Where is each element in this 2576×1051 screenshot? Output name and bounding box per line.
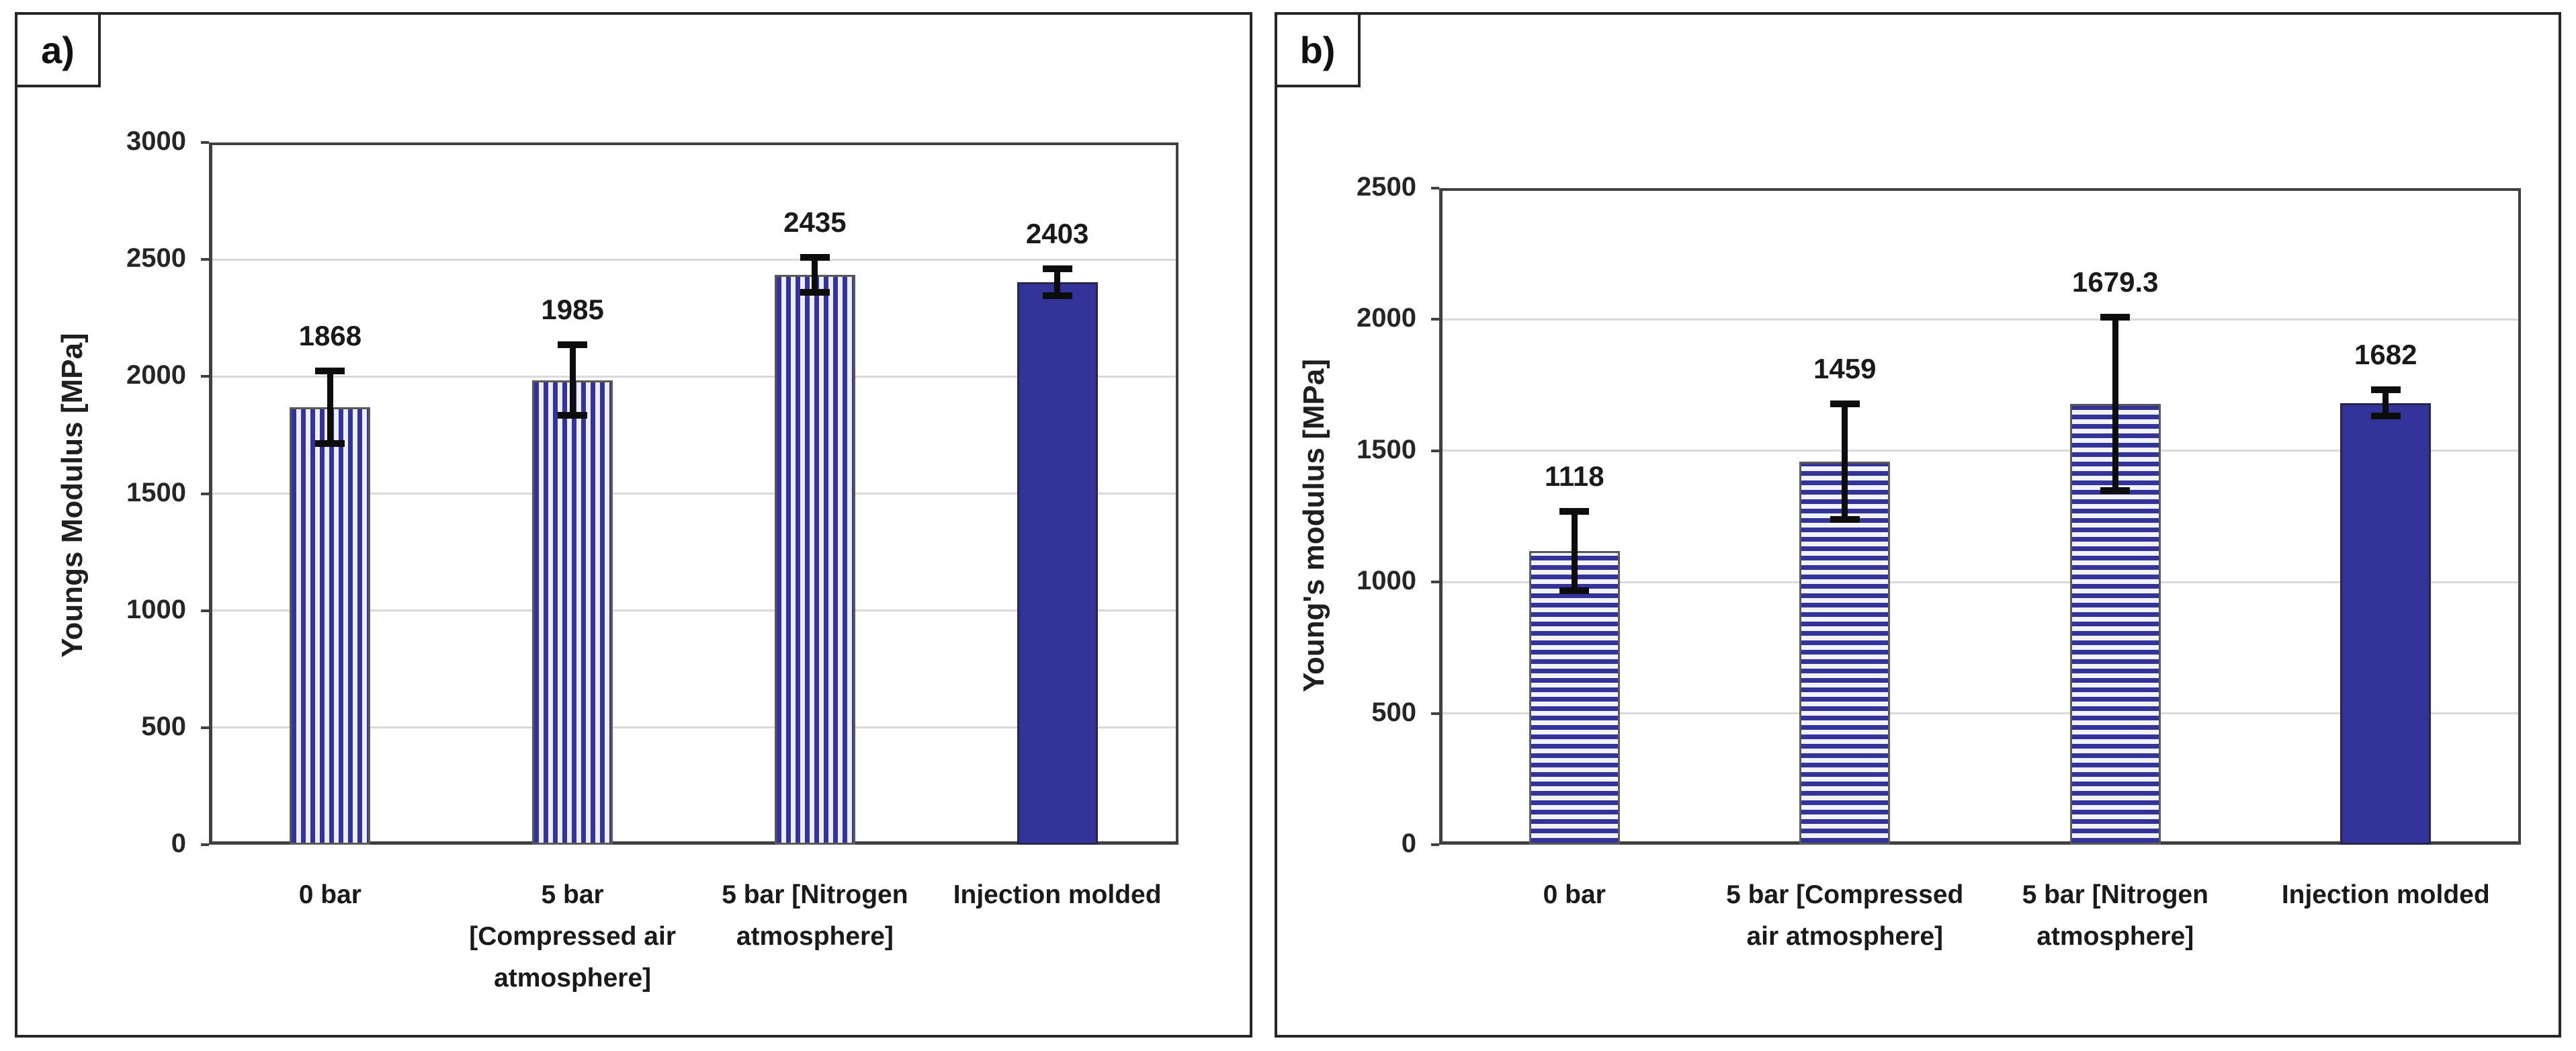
gridline [1439, 450, 2521, 452]
x-axis-line [209, 841, 1178, 845]
x-category-label-2: 5 bar [Nitrogen atmosphere] [722, 880, 908, 951]
y-tick-mark [1431, 318, 1439, 321]
error-bar-line-3 [1054, 268, 1061, 296]
y-tick-mark [201, 843, 209, 846]
x-category-label-1: 5 bar [Compressed air atmosphere] [1726, 880, 1964, 951]
error-bar-cap-top-2 [2100, 313, 2131, 321]
plot-frame-right [1176, 142, 1178, 845]
gridline [209, 375, 1178, 378]
y-tick-label: 3000 [126, 126, 186, 156]
y-tick-mark [201, 375, 209, 378]
y-tick-label: 2000 [1357, 303, 1416, 333]
bar-value-label-0: 1118 [1544, 460, 1604, 493]
y-tick-label: 0 [171, 829, 186, 858]
panel-a: a) Youngs Modulus [MPa] 1868 1985 2435 2403… [15, 12, 1252, 1038]
y-tick-mark [1431, 843, 1439, 846]
y-tick-mark [201, 141, 209, 144]
y-tick-label: 1000 [1357, 566, 1416, 596]
error-bar-cap-bottom-2 [2100, 487, 2131, 494]
plot-frame-top [209, 142, 1178, 145]
x-category-label-0: 0 bar [1543, 880, 1606, 909]
panel-label-b: b) [1299, 28, 1336, 71]
y-tick-mark [1431, 712, 1439, 715]
y-tick-label: 2500 [126, 243, 186, 274]
y-tick-mark [1431, 187, 1439, 190]
gridline [209, 726, 1178, 729]
x-category-label-2: 5 bar [Nitrogen atmosphere] [2022, 880, 2208, 951]
bar-3 [2340, 403, 2432, 845]
panel-label-a: a) [41, 28, 75, 71]
plot-frame-right [2518, 188, 2521, 845]
error-bar-cap-bottom-2 [800, 288, 830, 296]
y-tick-label: 1500 [1357, 434, 1416, 464]
x-axis-line [1439, 841, 2521, 845]
y-tick-mark [201, 726, 209, 729]
y-tick-label: 500 [141, 711, 186, 741]
y-tick-label: 2000 [126, 360, 186, 390]
bar-2 [774, 274, 855, 845]
bar-1 [532, 380, 613, 845]
bar-value-label-3: 1682 [2354, 339, 2417, 371]
gridline [209, 258, 1178, 261]
error-bar-cap-top-3 [2370, 386, 2401, 394]
x-category-label-0: 0 bar [298, 880, 361, 909]
bar-value-label-2: 2435 [783, 206, 847, 238]
error-bar-cap-top-2 [800, 253, 830, 261]
gridline [209, 493, 1178, 495]
plot-frame-top [1439, 188, 2521, 191]
error-bar-cap-bottom-0 [315, 440, 345, 448]
gridline [1439, 712, 2521, 715]
bar-1 [1799, 461, 1891, 845]
error-bar-cap-top-0 [315, 368, 345, 375]
error-bar-line-1 [1842, 403, 1848, 519]
panel-label-box-a: a) [15, 12, 101, 87]
bar-0 [290, 407, 371, 845]
error-bar-line-3 [2382, 390, 2389, 417]
error-bar-cap-bottom-3 [2370, 413, 2401, 420]
x-category-label-3: Injection molded [953, 880, 1162, 909]
error-bar-cap-bottom-1 [1830, 515, 1860, 523]
plot-area-b: 1118 1459 1679.3 1682 [1439, 188, 2521, 845]
error-bar-line-2 [2112, 317, 2118, 491]
y-axis-line [1439, 188, 1443, 845]
y-tick-mark [1431, 449, 1439, 452]
y-tick-mark [1431, 581, 1439, 584]
error-bar-cap-top-1 [558, 341, 588, 349]
bar-value-label-3: 2403 [1025, 217, 1089, 249]
gridline [1439, 581, 2521, 583]
y-tick-label: 2500 [1357, 172, 1416, 202]
y-tick-label: 0 [1401, 829, 1416, 858]
error-bar-line-1 [569, 345, 576, 415]
bar-value-label-0: 1868 [298, 320, 362, 352]
panel-b: b) Young's modulus [MPa] 1118 1459 1679.3 1… [1275, 12, 2561, 1038]
error-bar-cap-bottom-3 [1042, 292, 1072, 300]
bar-value-label-1: 1985 [541, 294, 604, 326]
error-bar-cap-top-3 [1042, 265, 1072, 272]
panel-label-box-b: b) [1275, 12, 1361, 87]
error-bar-cap-bottom-0 [1559, 587, 1590, 594]
y-axis-line [209, 142, 212, 845]
x-category-label-3: Injection molded [2281, 880, 2490, 909]
gridline [209, 609, 1178, 612]
gridline [1439, 318, 2521, 321]
error-bar-line-2 [812, 257, 818, 292]
bar-3 [1017, 282, 1098, 845]
x-category-label-1: 5 bar [Compressed air atmosphere] [469, 880, 677, 993]
y-tick-mark [201, 258, 209, 261]
bar-value-label-2: 1679.3 [2072, 265, 2159, 298]
error-bar-line-0 [327, 371, 333, 444]
y-tick-mark [201, 492, 209, 495]
y-tick-label: 500 [1371, 697, 1416, 727]
bar-value-label-1: 1459 [1813, 352, 1877, 384]
bar-0 [1529, 551, 1620, 845]
y-tick-label: 1500 [126, 477, 186, 507]
plot-area-a: 1868 1985 2435 2403 [209, 142, 1178, 845]
error-bar-cap-top-1 [1830, 400, 1860, 407]
y-tick-mark [201, 609, 209, 612]
error-bar-cap-top-0 [1559, 508, 1590, 515]
error-bar-cap-bottom-1 [558, 411, 588, 419]
y-tick-label: 1000 [126, 594, 186, 624]
error-bar-line-0 [1571, 511, 1578, 591]
